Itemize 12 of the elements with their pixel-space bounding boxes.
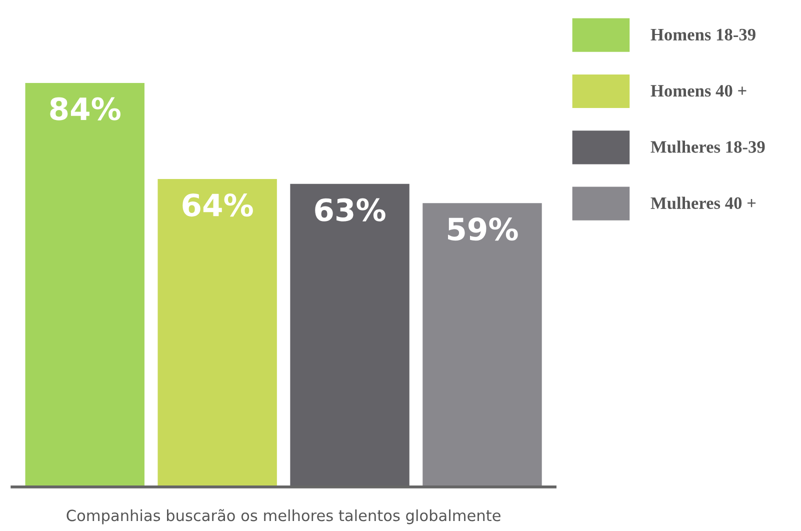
data-label: 63%: [315, 198, 386, 222]
data-label: 84%: [50, 97, 120, 120]
bar: [158, 179, 277, 487]
legend-label: Homens 18-39: [650, 28, 756, 40]
legend-label: Mulheres 18-39: [650, 140, 765, 153]
bar: [25, 82, 144, 487]
legend-label: Homens 40 +: [650, 84, 746, 97]
legend-label: Mulheres 40 +: [650, 196, 756, 210]
x-axis-title: Companhias buscarão os melhores talentos globalmente: [66, 509, 500, 524]
data-label: 59%: [448, 218, 518, 241]
data-label: 64%: [182, 193, 253, 217]
bar: [422, 203, 542, 487]
